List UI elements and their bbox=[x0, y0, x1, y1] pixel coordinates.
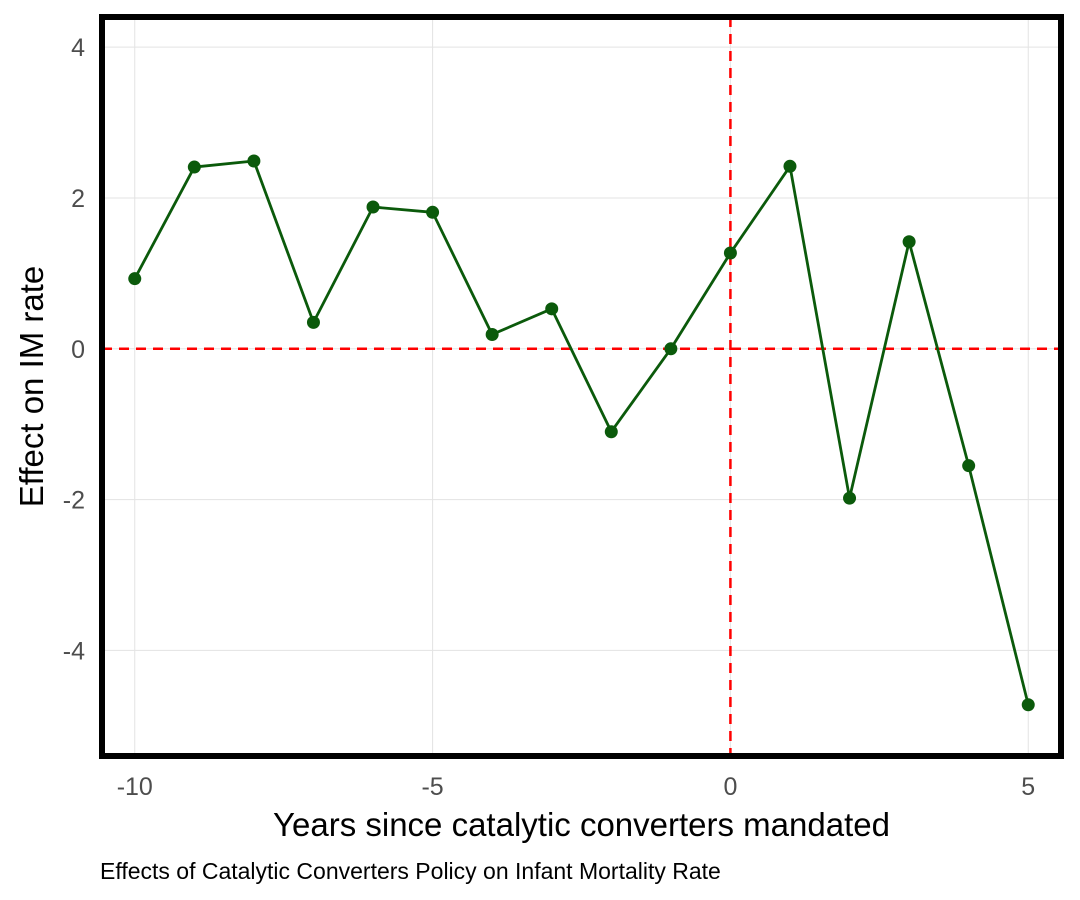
data-point bbox=[545, 302, 559, 316]
reference-lines bbox=[102, 17, 1061, 756]
y-tick-label: -4 bbox=[63, 637, 85, 665]
data-point bbox=[783, 159, 797, 173]
chart-caption: Effects of Catalytic Converters Policy o… bbox=[100, 858, 721, 884]
y-tick-label: -2 bbox=[63, 487, 85, 515]
data-point bbox=[128, 272, 142, 286]
data-point bbox=[485, 327, 499, 341]
data-point bbox=[664, 342, 678, 356]
data-point bbox=[1021, 698, 1035, 712]
y-tick-label: 0 bbox=[71, 336, 85, 364]
x-tick-label: 5 bbox=[1021, 773, 1035, 801]
grid bbox=[102, 17, 1061, 756]
x-tick-label: -5 bbox=[421, 773, 443, 801]
y-tick-label: 4 bbox=[71, 34, 85, 62]
x-tick-label: -10 bbox=[117, 773, 153, 801]
data-point bbox=[366, 200, 380, 214]
panel-border bbox=[99, 14, 1064, 759]
y-axis-title: Effect on IM rate bbox=[13, 266, 50, 508]
data-point bbox=[247, 154, 261, 168]
y-axis-ticks: -4 -2 0 2 4 bbox=[63, 34, 85, 665]
x-axis-ticks: -10 -5 0 5 bbox=[117, 773, 1036, 801]
data-point bbox=[604, 425, 618, 439]
data-point bbox=[306, 315, 320, 329]
y-tick-label: 2 bbox=[71, 185, 85, 213]
series bbox=[128, 154, 1035, 712]
data-point bbox=[843, 491, 857, 505]
data-point bbox=[187, 160, 201, 174]
x-tick-label: 0 bbox=[723, 773, 737, 801]
x-axis-title: Years since catalytic converters mandate… bbox=[273, 806, 890, 843]
data-point bbox=[723, 246, 737, 260]
data-point bbox=[902, 235, 916, 249]
data-point bbox=[426, 205, 440, 219]
series-line bbox=[133, 159, 1030, 706]
data-point bbox=[962, 459, 976, 473]
